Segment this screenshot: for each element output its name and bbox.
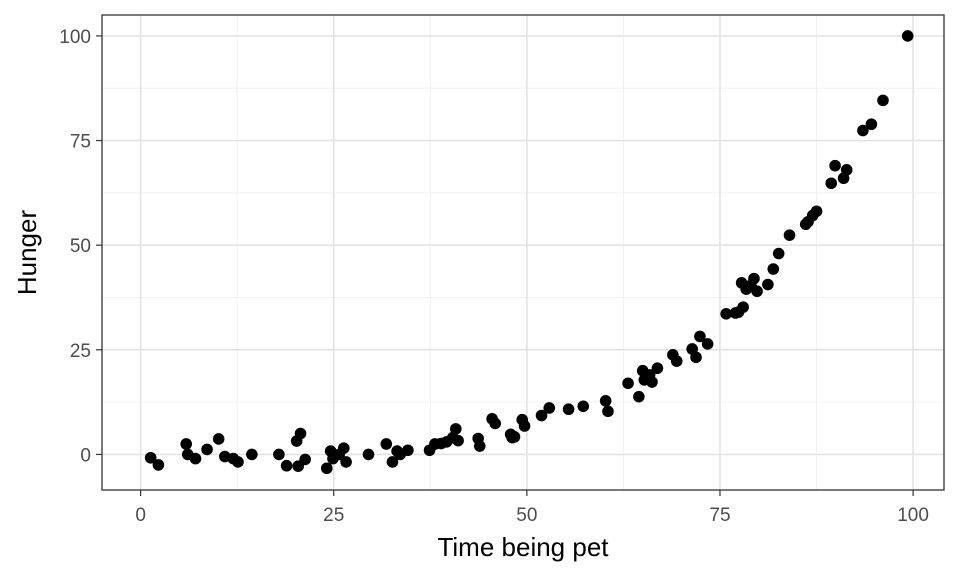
data-point xyxy=(701,338,714,350)
data-point xyxy=(865,118,878,131)
data-point xyxy=(622,377,634,390)
data-point xyxy=(294,427,307,440)
data-point xyxy=(340,456,352,468)
data-point xyxy=(386,456,399,468)
y-tick-label: 75 xyxy=(70,132,91,153)
data-point xyxy=(232,456,244,468)
data-point xyxy=(152,459,165,471)
data-point xyxy=(508,431,521,443)
data-point xyxy=(473,440,486,452)
y-tick-label: 25 xyxy=(70,341,91,362)
data-point xyxy=(748,272,760,285)
y-axis-ticks: 0 25 50 75 100 xyxy=(59,27,102,466)
data-point xyxy=(273,448,285,461)
data-point xyxy=(362,448,375,461)
data-point xyxy=(562,403,575,416)
data-point xyxy=(720,308,732,320)
y-axis-title: Hunger xyxy=(12,210,42,296)
data-point xyxy=(337,442,350,454)
data-point xyxy=(180,438,192,450)
data-point xyxy=(577,400,590,413)
data-point xyxy=(767,263,780,275)
data-point xyxy=(694,330,706,343)
data-point xyxy=(829,159,841,172)
data-point xyxy=(535,409,548,422)
data-point xyxy=(599,395,612,407)
data-point xyxy=(901,30,914,42)
x-axis-title: Time being pet xyxy=(437,532,609,562)
data-point xyxy=(449,423,462,435)
data-point xyxy=(633,390,645,403)
x-tick-label: 25 xyxy=(323,505,344,526)
data-point xyxy=(602,405,614,418)
data-points xyxy=(144,30,914,475)
data-point xyxy=(380,438,393,450)
x-tick-label: 50 xyxy=(516,505,537,526)
data-point xyxy=(737,301,749,313)
x-axis-ticks: 0 25 50 75 100 xyxy=(135,490,929,526)
data-point xyxy=(489,417,501,430)
data-point xyxy=(783,229,796,241)
data-point xyxy=(670,355,683,367)
y-tick-label: 50 xyxy=(70,236,91,257)
gridlines xyxy=(102,15,944,490)
data-point xyxy=(518,420,531,432)
data-point xyxy=(877,94,889,107)
data-point xyxy=(189,452,202,465)
data-point xyxy=(651,362,664,375)
data-point xyxy=(144,451,157,464)
data-point xyxy=(762,278,774,291)
data-point xyxy=(201,443,213,456)
x-tick-label: 0 xyxy=(135,505,146,526)
data-point xyxy=(772,247,785,260)
data-point xyxy=(299,453,311,466)
data-point xyxy=(857,124,869,137)
data-point xyxy=(810,205,823,218)
data-point xyxy=(543,402,556,414)
plot-panel-border xyxy=(101,14,945,491)
data-point xyxy=(246,448,258,461)
data-point xyxy=(280,459,293,472)
data-point xyxy=(402,444,414,457)
data-point xyxy=(452,434,464,447)
y-tick-label: 100 xyxy=(59,27,91,48)
data-point xyxy=(825,177,838,190)
data-point xyxy=(840,164,853,176)
data-point xyxy=(751,285,763,298)
y-tick-label: 0 xyxy=(80,445,91,466)
x-tick-label: 100 xyxy=(897,505,929,526)
data-point xyxy=(212,433,225,445)
data-point xyxy=(320,462,333,475)
data-point xyxy=(690,351,702,364)
x-tick-label: 75 xyxy=(709,505,730,526)
data-point xyxy=(646,376,658,388)
